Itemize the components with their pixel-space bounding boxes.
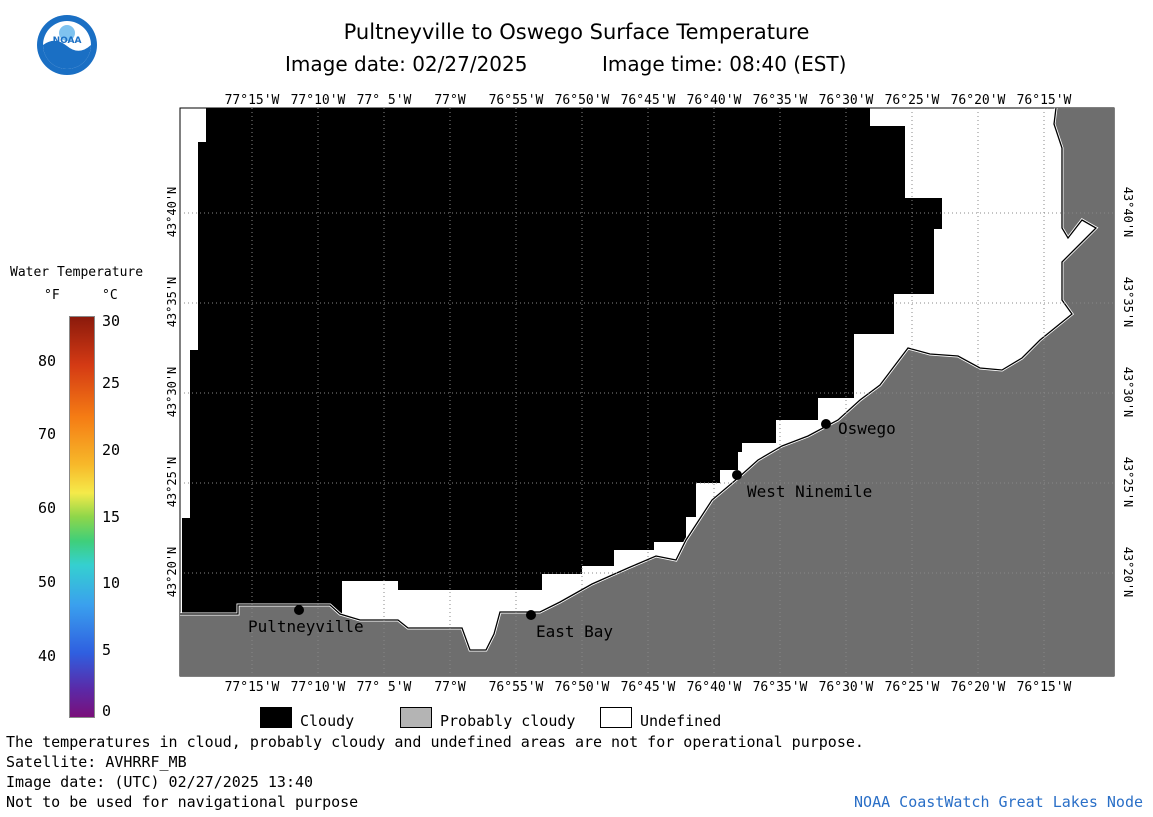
colorbar-tick-c: 10 (102, 574, 121, 592)
legend-label-undefined: Undefined (640, 712, 722, 730)
lon-label-bottom: 76°40'W (686, 680, 742, 695)
colorbar-title: Water Temperature (10, 265, 144, 280)
footer-nav-warning: Not to be used for navigational purpose (6, 793, 359, 811)
colorbar-tick-f: 70 (38, 425, 57, 443)
lon-label-top: 76°40'W (686, 93, 742, 108)
lon-label-top: 77° 5'W (356, 93, 412, 108)
image-date: Image date: 02/27/2025 (285, 52, 528, 76)
lon-label-bottom: 77°W (434, 680, 466, 695)
cloudy-region (182, 108, 942, 614)
lon-label-top: 76°50'W (554, 93, 610, 108)
lon-label-bottom: 76°45'W (620, 680, 676, 695)
lon-label-top: 76°55'W (488, 93, 544, 108)
place-marker-west-ninemile (732, 470, 742, 480)
place-marker-oswego (821, 419, 831, 429)
footer-utc-date: Image date: (UTC) 02/27/2025 13:40 (6, 773, 314, 791)
lon-label-top: 76°15'W (1016, 93, 1072, 108)
lon-label-bottom: 77°10'W (290, 680, 346, 695)
lat-label-left: 43°30'N (165, 366, 179, 418)
colorbar-tick-f: 50 (38, 573, 57, 591)
place-label-pultneyville: Pultneyville (248, 617, 364, 636)
colorbar-tick-f: 80 (38, 352, 57, 370)
colorbar-tick-c: 25 (102, 374, 121, 392)
lat-label-left: 43°35'N (165, 276, 179, 328)
colorbar-tick-f: 40 (38, 647, 57, 665)
lon-label-top: 77°10'W (290, 93, 346, 108)
place-label-east-bay: East Bay (536, 622, 614, 641)
image-time: Image time: 08:40 (EST) (602, 52, 847, 76)
chart-title: Pultneyville to Oswego Surface Temperatu… (343, 20, 810, 44)
footer-credit: NOAA CoastWatch Great Lakes Node (854, 793, 1143, 811)
colorbar-tick-c: 0 (102, 702, 112, 720)
lat-label-left: 43°20'N (165, 546, 179, 598)
lon-label-top: 76°45'W (620, 93, 676, 108)
lon-label-top: 77°15'W (224, 93, 280, 108)
place-marker-east-bay (526, 610, 536, 620)
legend-swatch-cloudy (260, 707, 292, 728)
lon-label-top: 76°20'W (950, 93, 1006, 108)
place-marker-pultneyville (294, 605, 304, 615)
logo-text: NOAA (52, 36, 82, 46)
place-label-oswego: Oswego (838, 419, 896, 438)
noaa-logo: NOAA (36, 14, 98, 76)
graticule (180, 108, 1114, 676)
lat-label-right: 43°30'N (1121, 366, 1135, 418)
footer-note: The temperatures in cloud, probably clou… (6, 733, 864, 751)
lon-label-bottom: 76°50'W (554, 680, 610, 695)
land-region (180, 108, 1114, 676)
colorbar-tick-f: 60 (38, 499, 57, 517)
lon-label-bottom: 76°35'W (752, 680, 808, 695)
lon-label-top: 76°25'W (884, 93, 940, 108)
lat-label-left: 43°40'N (165, 186, 179, 238)
lon-label-top: 77°W (434, 93, 466, 108)
colorbar-unit-c: °C (102, 288, 118, 303)
lon-label-bottom: 76°30'W (818, 680, 874, 695)
lon-label-bottom: 76°15'W (1016, 680, 1072, 695)
lat-label-right: 43°25'N (1121, 456, 1135, 508)
colorbar (69, 316, 95, 718)
lat-label-left: 43°25'N (165, 456, 179, 508)
legend-label-probably-cloudy: Probably cloudy (440, 712, 576, 730)
place-label-west-ninemile: West Ninemile (747, 482, 873, 501)
legend-swatch-undefined (600, 707, 632, 728)
lon-label-bottom: 77° 5'W (356, 680, 412, 695)
lat-label-right: 43°35'N (1121, 276, 1135, 328)
colorbar-unit-f: °F (44, 288, 60, 303)
lon-label-bottom: 76°25'W (884, 680, 940, 695)
lon-label-bottom: 77°15'W (224, 680, 280, 695)
colorbar-tick-c: 15 (102, 508, 121, 526)
legend-swatch-probably-cloudy (400, 707, 432, 728)
lon-label-top: 76°35'W (752, 93, 808, 108)
legend-label-cloudy: Cloudy (300, 712, 355, 730)
lat-label-right: 43°20'N (1121, 546, 1135, 598)
colorbar-tick-c: 30 (102, 312, 121, 330)
lat-label-right: 43°40'N (1121, 186, 1135, 238)
colorbar-tick-c: 20 (102, 441, 121, 459)
footer-satellite: Satellite: AVHRRF_MB (6, 753, 187, 771)
lon-label-bottom: 76°55'W (488, 680, 544, 695)
colorbar-tick-c: 5 (102, 641, 112, 659)
lon-label-top: 76°30'W (818, 93, 874, 108)
lon-label-bottom: 76°20'W (950, 680, 1006, 695)
